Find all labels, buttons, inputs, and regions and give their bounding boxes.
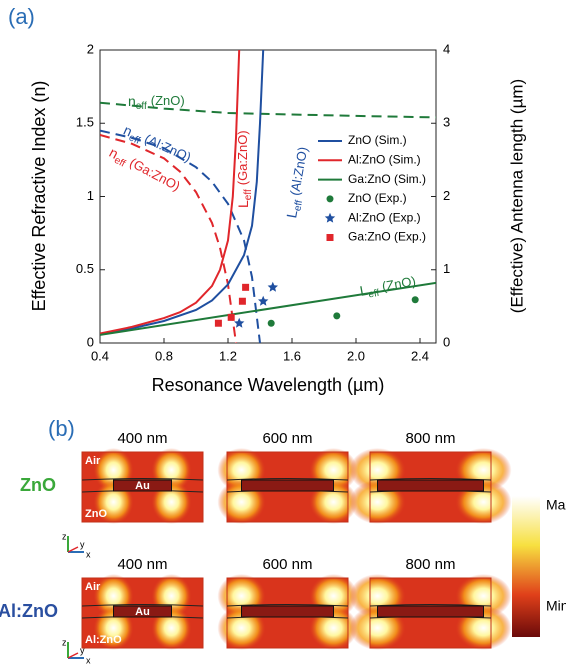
legend-marker (327, 195, 334, 202)
panel-label: (a) (8, 4, 35, 29)
x-axis-title: Resonance Wavelength (µm) (152, 375, 385, 395)
axis-glyph-label: z (62, 531, 67, 541)
annotation: Leff(Al:ZnO) (283, 146, 314, 220)
colorbar (512, 496, 540, 637)
y-tick-label: 2 (87, 41, 94, 56)
legend-label: ZnO (Exp.) (348, 191, 407, 205)
y2-tick-label: 4 (443, 41, 450, 56)
marker (239, 298, 246, 305)
legend-label: Al:ZnO (Exp.) (348, 210, 421, 224)
x-tick-label: 0.4 (91, 348, 109, 363)
x-tick-label: 2.0 (347, 348, 365, 363)
y2-axis-title: (Effective) Antenna length (µm) (507, 79, 526, 313)
y2-tick-label: 3 (443, 115, 450, 130)
annotation-sub: eff (136, 101, 147, 112)
x-tick-label: 2.4 (411, 348, 429, 363)
panel-label: (b) (48, 416, 75, 441)
column-label: 400 nm (117, 556, 167, 573)
marker (242, 284, 249, 291)
annotation-rest: (ZnO) (381, 274, 417, 295)
marker (412, 296, 419, 303)
gold-bar (378, 480, 484, 491)
y-axis-title: Effective Refractive Index (n) (29, 81, 49, 312)
annotation-sub: eff (243, 189, 254, 200)
axis-glyph-label: y (80, 645, 85, 655)
axis-glyph-label: y (80, 539, 85, 549)
annotation: Leff (Ga:ZnO) (235, 130, 254, 208)
y2-tick-label: 2 (443, 188, 450, 203)
annotation-rest: (Al:ZnO) (142, 131, 193, 165)
marker (215, 320, 222, 327)
gold-bar (378, 606, 484, 617)
medium-label: Air (85, 455, 101, 467)
gold-label: Au (135, 480, 150, 492)
medium-label: Air (85, 581, 101, 593)
annotation-sub: eff (367, 287, 380, 300)
annotation-rest: (Ga:ZnO) (235, 130, 250, 185)
row-label: Al:ZnO (0, 601, 58, 621)
figure: (a) (b) Resonance Wavelength (µm) Effect… (0, 0, 566, 671)
axis-glyph-label: x (86, 655, 91, 665)
y2-tick-label: 0 (443, 334, 450, 349)
marker (268, 282, 278, 292)
legend-label: Ga:ZnO (Exp.) (348, 230, 426, 244)
column-label: 600 nm (262, 556, 312, 573)
y-tick-label: 1.5 (76, 115, 94, 130)
annotation-rest: (Ga:ZnO) (127, 155, 183, 194)
x-tick-label: 1.6 (283, 348, 301, 363)
legend-marker (327, 234, 334, 241)
legend-label: Al:ZnO (Sim.) (348, 152, 421, 166)
annotation-main: n (128, 93, 136, 109)
annotation-rest: (ZnO) (151, 93, 185, 108)
legend-label: ZnO (Sim.) (348, 133, 407, 147)
y-tick-label: 1 (87, 188, 94, 203)
colorbar-min: Min (546, 598, 566, 614)
medium-label: ZnO (85, 508, 107, 520)
marker (268, 320, 275, 327)
marker (234, 318, 244, 328)
legend-label: Ga:ZnO (Sim.) (348, 172, 426, 186)
y-tick-label: 0.5 (76, 261, 94, 276)
column-label: 800 nm (405, 430, 455, 447)
colorbar-max: Max (546, 497, 566, 513)
axis-glyph-label: z (62, 637, 67, 647)
marker (333, 312, 340, 319)
annotation-sub: eff (292, 199, 305, 212)
axis-glyph-label: x (86, 549, 91, 559)
medium-label: Al:ZnO (85, 634, 122, 646)
legend-marker (325, 213, 335, 223)
y-tick-label: 0 (87, 334, 94, 349)
x-tick-label: 0.8 (155, 348, 173, 363)
annotation-rest: (Al:ZnO) (288, 146, 311, 197)
column-label: 800 nm (405, 556, 455, 573)
gold-bar (242, 480, 334, 491)
annotation: Leff(ZnO) (358, 273, 417, 301)
marker (258, 296, 268, 306)
gold-bar (242, 606, 334, 617)
row-label: ZnO (20, 475, 56, 495)
column-label: 600 nm (262, 430, 312, 447)
marker (228, 314, 235, 321)
column-label: 400 nm (117, 430, 167, 447)
x-tick-label: 1.2 (219, 348, 237, 363)
gold-label: Au (135, 606, 150, 618)
y2-tick-label: 1 (443, 261, 450, 276)
annotation-main: L (235, 200, 251, 208)
